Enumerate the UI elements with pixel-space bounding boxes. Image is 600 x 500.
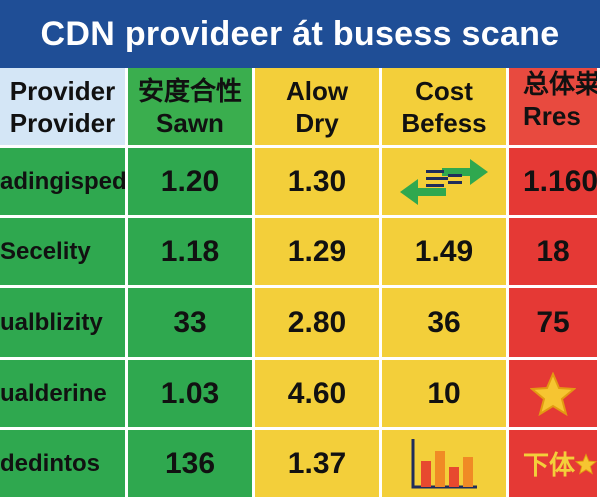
header-provider: Provider Provider xyxy=(0,68,128,148)
title-bar: CDN provideer át busess scane xyxy=(0,0,600,71)
header-col2: Alow Dry xyxy=(255,68,382,148)
row3-col1: 33 xyxy=(128,288,255,360)
row4-col1: 1.03 xyxy=(128,360,255,430)
row2-col1: 1.18 xyxy=(128,218,255,288)
row1-col1: 1.20 xyxy=(128,148,255,218)
row-label-3: ualblizity xyxy=(0,288,128,360)
page-title: CDN provideer át busess scane xyxy=(40,14,560,53)
row-label-5: dedintos xyxy=(0,430,128,500)
row5-col1: 136 xyxy=(128,430,255,500)
row1-col4: 1.160 xyxy=(509,148,600,218)
row4-col4 xyxy=(509,360,600,430)
row3-col2: 2.80 xyxy=(255,288,382,360)
bar-chart-icon xyxy=(411,438,477,488)
row1-col2: 1.30 xyxy=(255,148,382,218)
comparison-table: Provider Provider 安度合性 Sawn Alow Dry Cos… xyxy=(0,68,600,500)
row5-col3 xyxy=(382,430,509,500)
row2-col2: 1.29 xyxy=(255,218,382,288)
row1-col3 xyxy=(382,148,509,218)
row5-col4: 下体 xyxy=(509,430,600,500)
row-label-1: adingispede xyxy=(0,148,128,218)
header-col1: 安度合性 Sawn xyxy=(128,68,255,148)
row4-col2: 4.60 xyxy=(255,360,382,430)
exchange-arrows-icon xyxy=(400,158,488,205)
row4-col3: 10 xyxy=(382,360,509,430)
row3-col4: 75 xyxy=(509,288,600,360)
star-icon xyxy=(530,371,576,416)
row5-col2: 1.37 xyxy=(255,430,382,500)
row-label-4: ualderine xyxy=(0,360,128,430)
star-icon xyxy=(575,452,597,475)
row2-col3: 1.49 xyxy=(382,218,509,288)
row-label-2: Secelity xyxy=(0,218,128,288)
row5-col4-text: 下体 xyxy=(523,450,576,480)
row2-col4: 18 xyxy=(509,218,600,288)
header-col4: 总体粜 Rres xyxy=(509,68,600,148)
header-col3: Cost Befess xyxy=(382,68,509,148)
row3-col3: 36 xyxy=(382,288,509,360)
